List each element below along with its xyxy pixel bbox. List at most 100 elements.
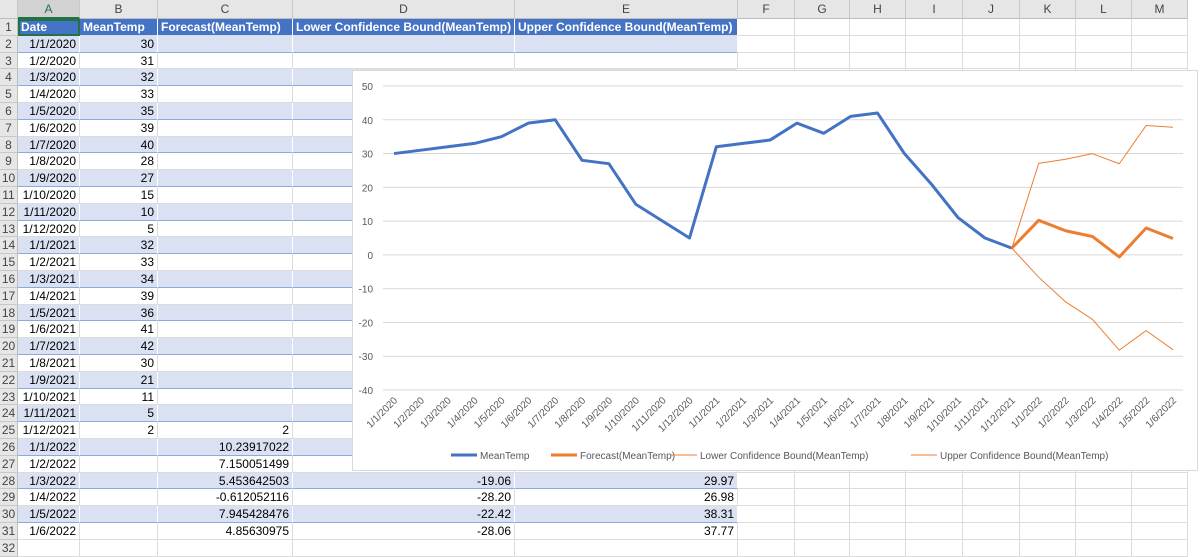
cell[interactable] xyxy=(1076,523,1132,540)
cell[interactable] xyxy=(963,506,1020,523)
cell[interactable] xyxy=(1132,35,1188,53)
select-all-corner[interactable] xyxy=(0,0,18,19)
cell[interactable] xyxy=(1076,19,1132,36)
cell[interactable] xyxy=(158,203,293,221)
row-header[interactable]: 2 xyxy=(0,35,18,53)
cell[interactable]: 1/11/2020 xyxy=(18,203,80,221)
cell[interactable] xyxy=(906,19,963,36)
row-header[interactable]: 13 xyxy=(0,220,18,238)
cell[interactable]: 1/8/2020 xyxy=(18,153,80,171)
row-header[interactable]: 15 xyxy=(0,254,18,271)
row-header[interactable]: 26 xyxy=(0,439,18,456)
cell[interactable] xyxy=(515,35,738,53)
cell[interactable]: 1/7/2021 xyxy=(18,338,80,355)
cell[interactable] xyxy=(1132,52,1188,70)
cell[interactable] xyxy=(1076,539,1132,557)
cell[interactable]: 4.85630975 xyxy=(158,523,293,540)
row-header[interactable]: 17 xyxy=(0,287,18,305)
cell[interactable] xyxy=(1076,489,1132,507)
cell[interactable]: 1/8/2021 xyxy=(18,355,80,372)
cell[interactable] xyxy=(906,523,963,540)
cell[interactable] xyxy=(1076,472,1132,490)
row-header[interactable]: 10 xyxy=(0,170,18,187)
cell[interactable]: 1/6/2020 xyxy=(18,119,80,137)
cell[interactable] xyxy=(1020,472,1076,490)
cell[interactable] xyxy=(963,472,1020,490)
cell[interactable] xyxy=(158,371,293,389)
cell[interactable] xyxy=(850,35,906,53)
column-header-K[interactable]: K xyxy=(1020,0,1076,19)
cell[interactable] xyxy=(158,539,293,557)
cell[interactable] xyxy=(795,506,850,523)
cell[interactable] xyxy=(1132,523,1188,540)
cell[interactable]: 1/5/2022 xyxy=(18,506,80,523)
cell[interactable] xyxy=(158,355,293,372)
cell[interactable] xyxy=(906,472,963,490)
cell[interactable] xyxy=(515,539,738,557)
row-header[interactable]: 24 xyxy=(0,405,18,423)
row-header[interactable]: 29 xyxy=(0,489,18,507)
cell[interactable] xyxy=(158,271,293,288)
cell[interactable]: 37.77 xyxy=(515,523,738,540)
cell[interactable]: -22.42 xyxy=(293,506,515,523)
cell[interactable] xyxy=(1020,52,1076,70)
column-header-M[interactable]: M xyxy=(1132,0,1188,19)
cell[interactable]: 42 xyxy=(80,338,158,355)
cell[interactable] xyxy=(80,455,158,473)
cell[interactable]: 28 xyxy=(80,153,158,171)
table-header-C[interactable]: Forecast(MeanTemp) xyxy=(158,19,293,36)
cell[interactable] xyxy=(1132,489,1188,507)
cell[interactable] xyxy=(963,35,1020,53)
cell[interactable]: 32 xyxy=(80,69,158,87)
column-header-H[interactable]: H xyxy=(850,0,906,19)
cell[interactable]: 1/1/2022 xyxy=(18,439,80,456)
cell[interactable]: 7.150051499 xyxy=(158,455,293,473)
cell[interactable]: 21 xyxy=(80,371,158,389)
cell[interactable] xyxy=(80,472,158,490)
cell[interactable] xyxy=(1076,52,1132,70)
cell[interactable] xyxy=(738,506,795,523)
row-header[interactable]: 21 xyxy=(0,355,18,372)
cell[interactable]: 29.97 xyxy=(515,472,738,490)
cell[interactable] xyxy=(850,472,906,490)
cell[interactable]: 38.31 xyxy=(515,506,738,523)
cell[interactable]: 1/3/2021 xyxy=(18,271,80,288)
row-header[interactable]: 25 xyxy=(0,422,18,439)
cell[interactable]: 1/4/2022 xyxy=(18,489,80,507)
cell[interactable] xyxy=(80,506,158,523)
cell[interactable] xyxy=(795,489,850,507)
row-header[interactable]: 8 xyxy=(0,136,18,154)
cell[interactable]: 15 xyxy=(80,187,158,204)
cell[interactable]: 36 xyxy=(80,304,158,322)
column-header-C[interactable]: C xyxy=(158,0,293,19)
cell[interactable]: 33 xyxy=(80,86,158,103)
cell[interactable]: 7.945428476 xyxy=(158,506,293,523)
cell[interactable]: 39 xyxy=(80,287,158,305)
cell[interactable]: 5 xyxy=(80,405,158,423)
cell[interactable] xyxy=(158,69,293,87)
cell[interactable]: 1/10/2021 xyxy=(18,388,80,406)
row-header[interactable]: 6 xyxy=(0,103,18,120)
cell[interactable]: 31 xyxy=(80,52,158,70)
cell[interactable]: 1/6/2022 xyxy=(18,523,80,540)
cell[interactable]: 1/7/2020 xyxy=(18,136,80,154)
cell[interactable] xyxy=(158,35,293,53)
cell[interactable]: 1/12/2020 xyxy=(18,220,80,238)
cell[interactable]: 34 xyxy=(80,271,158,288)
cell[interactable]: 11 xyxy=(80,388,158,406)
cell[interactable] xyxy=(1076,506,1132,523)
cell[interactable] xyxy=(1132,506,1188,523)
cell[interactable]: 2 xyxy=(158,422,293,439)
cell[interactable]: 1/3/2022 xyxy=(18,472,80,490)
column-header-F[interactable]: F xyxy=(738,0,795,19)
cell[interactable] xyxy=(795,52,850,70)
table-header-D[interactable]: Lower Confidence Bound(MeanTemp) xyxy=(293,19,515,36)
row-header[interactable]: 9 xyxy=(0,153,18,171)
cell[interactable] xyxy=(963,523,1020,540)
cell[interactable] xyxy=(158,153,293,171)
line-chart[interactable]: 50 40 30 20 10 0 -10 -20 -30 -40 1/1/2020 1/2/2020 1… xyxy=(352,70,1198,471)
cell[interactable] xyxy=(795,472,850,490)
row-header[interactable]: 14 xyxy=(0,237,18,255)
cell[interactable] xyxy=(158,86,293,103)
cell[interactable] xyxy=(80,439,158,456)
